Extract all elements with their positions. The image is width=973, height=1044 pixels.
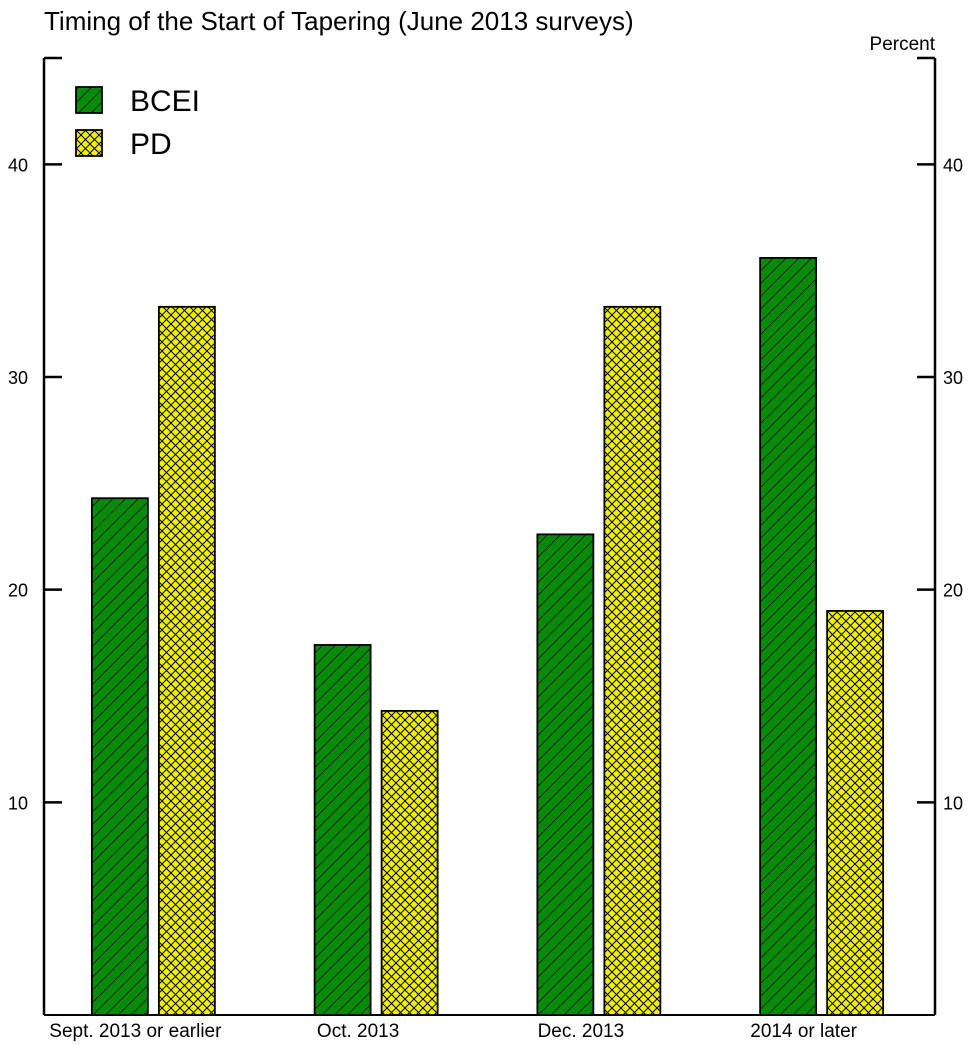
x-category-label: Dec. 2013 — [538, 1021, 625, 1042]
bar-pd — [157, 305, 216, 1016]
legend-label-pd: PD — [130, 128, 172, 161]
unit-label: Percent — [870, 34, 936, 55]
bar-bcei — [759, 257, 818, 1016]
bars — [90, 257, 885, 1016]
bar-bcei — [313, 644, 372, 1016]
bar-pd — [380, 709, 439, 1016]
legend-swatch-bcei — [75, 86, 103, 114]
labels: Percent 10 10 20 20 30 30 40 40 Sept. 2013 or ear… — [8, 34, 963, 1042]
y-tick-label-left: 20 — [8, 581, 28, 601]
x-category-label: 2014 or later — [750, 1021, 857, 1042]
y-tick-label-right: 40 — [943, 155, 963, 175]
y-tick-label-right: 10 — [943, 793, 963, 813]
y-tick-label-left: 30 — [8, 368, 28, 388]
legend: BCEI PD — [75, 85, 200, 161]
chart-title: Timing of the Start of Tapering (June 20… — [44, 6, 634, 36]
y-tick-label-left: 40 — [8, 155, 28, 175]
bar-bcei — [90, 497, 149, 1016]
y-tick-label-right: 30 — [943, 368, 963, 388]
legend-swatch-pd — [75, 129, 103, 157]
x-category-label: Sept. 2013 or earlier — [49, 1021, 222, 1042]
y-tick-label-left: 10 — [8, 793, 28, 813]
bar-pd — [603, 305, 662, 1016]
bar-pd — [826, 610, 885, 1016]
bar-bcei — [536, 533, 595, 1016]
legend-label-bcei: BCEI — [130, 85, 200, 118]
x-category-label: Oct. 2013 — [317, 1021, 399, 1042]
y-tick-label-right: 20 — [943, 581, 963, 601]
